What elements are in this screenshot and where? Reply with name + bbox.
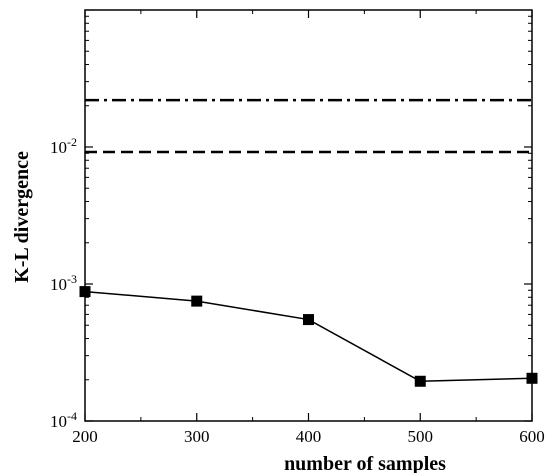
ticks-group: 200 300 400 500 600 10-4 10-3 10-2	[50, 10, 545, 446]
x-tick-label: 500	[408, 427, 434, 446]
data-point-marker	[414, 375, 426, 387]
y-axis-title: K-L divergence	[11, 151, 33, 283]
plot-frame	[84, 9, 533, 422]
y-tick-label: 10-2	[50, 135, 77, 157]
x-tick-label: 200	[72, 427, 98, 446]
x-tick-label: 300	[184, 427, 210, 446]
x-tick-label: 400	[296, 427, 322, 446]
data-point-marker	[303, 314, 314, 326]
reference-lines	[85, 98, 532, 154]
series-line	[84, 290, 533, 383]
data-point-marker	[526, 372, 538, 384]
y-tick-label: 10-4	[50, 409, 77, 431]
y-tick-label: 10-3	[50, 272, 77, 294]
data-point-marker	[191, 295, 203, 307]
x-axis-title: number of samples	[284, 453, 446, 473]
x-tick-label: 600	[519, 427, 545, 446]
data-point-marker	[79, 286, 91, 298]
plot-frame-group	[84, 9, 533, 422]
series-group	[79, 286, 538, 387]
